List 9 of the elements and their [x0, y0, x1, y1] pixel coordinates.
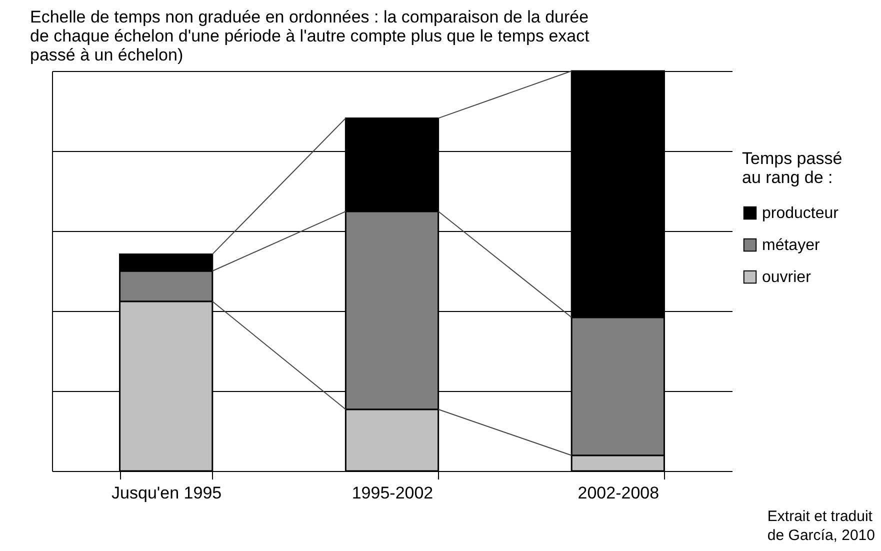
legend-label: producteur — [762, 205, 840, 222]
text: Extrait et traduit de García, 2010 — [767, 507, 875, 545]
legend-title: Temps passé au rang de : — [742, 149, 842, 187]
legend-label: ouvrier — [762, 269, 812, 286]
legend-label: métayer — [762, 237, 820, 254]
x-tick-label: 2002-2008 — [578, 484, 660, 502]
x-tick-label: Jusqu'en 1995 — [112, 484, 222, 502]
x-tick-label: 1995-2002 — [352, 484, 434, 502]
chart-title: Echelle de temps non graduée en ordonnées : la comparaison de la durée de chaque échelon d'une période à l'autre compte plus que le temps exact passé à un échelon) — [30, 7, 590, 64]
